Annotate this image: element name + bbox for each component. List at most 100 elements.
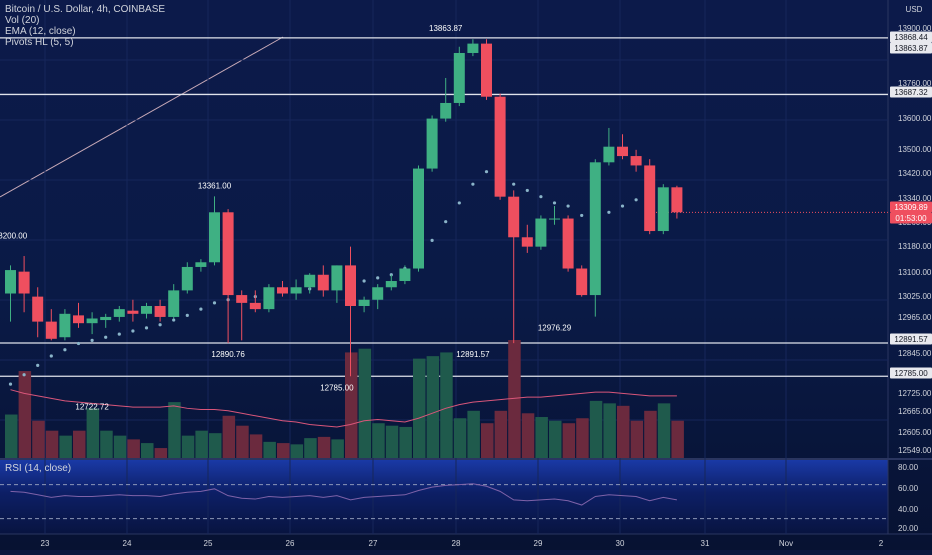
volume-bar bbox=[290, 444, 304, 458]
time-axis-label: 31 bbox=[701, 539, 710, 548]
pivots-indicator-label[interactable]: Pivots HL (5, 5) bbox=[5, 37, 74, 48]
candle-body bbox=[263, 287, 275, 310]
price-tag: 01:53:00 bbox=[895, 214, 927, 223]
volume-bar bbox=[141, 443, 154, 458]
price-axis-label: 13025.00 bbox=[898, 292, 932, 301]
candle-body bbox=[413, 168, 424, 269]
candle-body bbox=[73, 315, 84, 324]
volume-bar bbox=[481, 423, 494, 458]
volume-bar bbox=[32, 420, 45, 458]
price-axis-label: 12665.00 bbox=[898, 407, 932, 416]
time-axis-label: 24 bbox=[123, 539, 132, 548]
candle-body bbox=[222, 212, 234, 296]
price-axis-label: 13180.00 bbox=[898, 242, 932, 251]
price-tag-bg bbox=[890, 367, 932, 379]
volume-bar bbox=[263, 441, 276, 458]
volume-bar bbox=[426, 356, 440, 458]
ema-dot bbox=[104, 335, 108, 339]
candle-body bbox=[154, 306, 166, 317]
candle-body bbox=[113, 309, 125, 317]
price-axis-label: 12845.00 bbox=[898, 349, 932, 358]
pivot-label: 13863.87 bbox=[429, 24, 463, 33]
time-axis-label: 23 bbox=[41, 539, 50, 548]
volume-bar bbox=[277, 443, 290, 458]
pivot-label: 12976.29 bbox=[538, 324, 572, 333]
chart-legend: Bitcoin / U.S. Dollar, 4h, COINBASE Vol … bbox=[5, 4, 165, 48]
price-tag: 13309.89 bbox=[894, 203, 928, 212]
candle-body bbox=[494, 96, 506, 197]
rsi-axis-label: 40.00 bbox=[898, 505, 919, 514]
volume-bar bbox=[413, 358, 426, 458]
candle-body bbox=[521, 237, 533, 247]
candle-body bbox=[249, 302, 261, 310]
price-tag: 12785.00 bbox=[894, 369, 928, 378]
volume-bar bbox=[657, 403, 671, 458]
price-axis-label: 12965.00 bbox=[898, 313, 932, 322]
candle-body bbox=[385, 281, 397, 288]
ema-dot bbox=[22, 373, 26, 377]
volume-bar bbox=[331, 439, 344, 458]
candle-body bbox=[18, 271, 30, 294]
volume-bar bbox=[317, 436, 331, 458]
candle-body bbox=[671, 187, 683, 213]
pivot-label: 13361.00 bbox=[198, 181, 232, 190]
time-axis-label: 29 bbox=[534, 539, 543, 548]
candle-body bbox=[127, 310, 139, 314]
candle-body bbox=[576, 268, 588, 296]
price-tag-bg bbox=[890, 212, 932, 224]
candle-body bbox=[630, 156, 642, 166]
candle-body bbox=[481, 43, 492, 97]
ema-dot bbox=[49, 354, 53, 358]
ema-dot bbox=[566, 204, 570, 208]
volume-indicator-label[interactable]: Vol (20) bbox=[5, 15, 40, 26]
candle-body bbox=[317, 274, 329, 291]
pivot-label: 12890.76 bbox=[211, 350, 245, 359]
pivot-label: 12722.72 bbox=[75, 403, 109, 412]
volume-bar bbox=[222, 415, 236, 458]
price-axis-label: 13900.00 bbox=[898, 24, 932, 33]
rsi-axis-label: 80.00 bbox=[898, 463, 919, 472]
ema-dot bbox=[63, 348, 67, 352]
candle-body bbox=[100, 316, 112, 321]
rsi-line bbox=[10, 483, 677, 506]
volume-bar bbox=[18, 371, 32, 458]
volume-bar bbox=[358, 348, 372, 458]
candle-body bbox=[59, 313, 71, 338]
price-axis-label: 12549.00 bbox=[898, 446, 932, 455]
candle-body bbox=[589, 162, 601, 296]
ema-dot bbox=[36, 363, 40, 367]
candle-body bbox=[372, 287, 384, 300]
ema-dot bbox=[430, 238, 434, 243]
volume-bar bbox=[304, 438, 317, 458]
ema-dot bbox=[199, 307, 203, 311]
price-tag: 12891.57 bbox=[894, 335, 928, 344]
candle-body bbox=[467, 43, 479, 53]
time-axis-label: 25 bbox=[204, 539, 213, 548]
price-tag-bg bbox=[890, 333, 932, 345]
price-axis-label: 13760.00 bbox=[898, 79, 932, 88]
volume-bar bbox=[617, 405, 630, 458]
ema-dot bbox=[8, 382, 13, 386]
ema-dot bbox=[620, 204, 625, 208]
time-axis-label: 2 bbox=[879, 539, 884, 548]
candle-body bbox=[304, 274, 316, 288]
ema-indicator-label[interactable]: EMA (12, close) bbox=[5, 26, 76, 37]
candle-body bbox=[549, 218, 560, 220]
volume-bar bbox=[549, 420, 562, 458]
volume-bar bbox=[45, 430, 59, 458]
rsi-indicator-label[interactable]: RSI (14, close) bbox=[5, 463, 72, 474]
volume-bar bbox=[453, 418, 467, 458]
price-tag: 13868.44 bbox=[894, 33, 928, 42]
candle-body bbox=[453, 52, 465, 103]
candle-body bbox=[603, 146, 615, 163]
volume-bar bbox=[399, 426, 412, 458]
volume-bar bbox=[181, 435, 195, 458]
volume-bar bbox=[630, 420, 644, 458]
volume-bar bbox=[168, 402, 181, 458]
candle-body bbox=[440, 102, 452, 119]
trendline bbox=[0, 36, 284, 198]
candle-body bbox=[195, 262, 207, 267]
ema-dot bbox=[212, 301, 217, 305]
